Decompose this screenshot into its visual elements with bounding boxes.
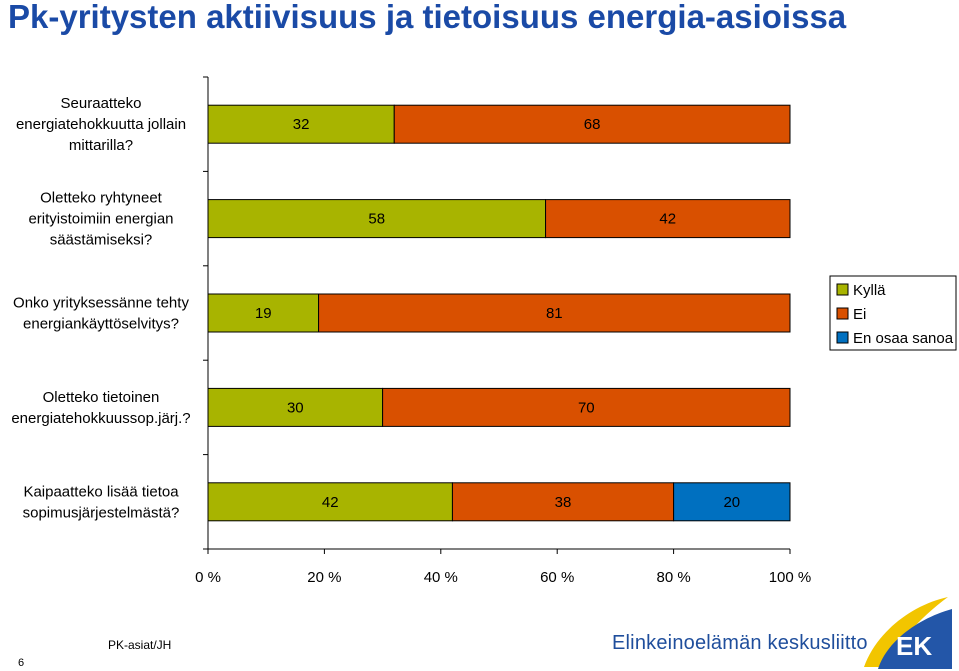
bar-segment (673, 482, 791, 522)
bar-segment (207, 387, 384, 427)
bar-segment (207, 104, 395, 144)
bar-segment (207, 199, 547, 239)
category-label-line: Oletteko tietoinen (43, 389, 160, 406)
legend-swatch (836, 307, 849, 320)
bar-value-label: 68 (584, 116, 601, 133)
bar-segment (207, 482, 453, 522)
slide-title: Pk-yritysten aktiivisuus ja tietoisuus e… (8, 0, 847, 35)
bar-segment (318, 293, 791, 333)
chart-legend: Kyllä Ei En osaa sanoa (829, 275, 957, 351)
bar-value-label: 30 (287, 399, 304, 416)
legend-swatch (836, 331, 849, 344)
bar-segment (545, 199, 791, 239)
legend-label: En osaa sanoa (853, 330, 954, 347)
x-tick-labels: 0 % 20 % 40 % 60 % 80 % 100 % (195, 569, 811, 586)
bar-value-label: 38 (555, 494, 572, 511)
category-label: Kaipaatteko lisää tietoa sopimusjärjestel… (23, 483, 180, 521)
bar-value-label: 42 (659, 211, 676, 228)
category-label-line: Onko yrityksessänne tehty (13, 295, 189, 312)
category-label: Onko yrityksessänne tehty energiankäyttös… (13, 295, 189, 333)
x-tick-label: 40 % (424, 569, 458, 586)
x-tick-label: 100 % (769, 569, 812, 586)
category-label: Oletteko ryhtyneet erityistoimiin energia… (28, 190, 173, 249)
bar-value-label: 81 (546, 305, 563, 322)
category-label-line: erityistoimiin energian (28, 211, 173, 228)
category-label-line: energiatehokkuussop.järj.? (11, 410, 190, 427)
bar-value-label: 42 (322, 494, 339, 511)
category-label: Seuraatteko energiatehokkuutta jollain mit… (16, 95, 186, 154)
bar-value-label: 70 (578, 399, 595, 416)
chart-bars: 32 68 58 42 19 81 30 70 42 38 20 (207, 104, 791, 522)
category-label-line: Kaipaatteko lisää tietoa (23, 483, 179, 500)
x-tick-label: 0 % (195, 569, 221, 586)
bar-value-label: 58 (368, 211, 385, 228)
bar-value-label: 32 (293, 116, 310, 133)
bar-value-label: 20 (723, 494, 740, 511)
x-tick-label: 60 % (540, 569, 574, 586)
footer-note: PK-asiat/JH (108, 638, 172, 652)
legend-label: Kyllä (853, 282, 886, 299)
category-label-line: energiankäyttöselvitys? (23, 316, 179, 333)
org-name: Elinkeinoelämän keskusliitto (612, 632, 868, 654)
stacked-bar-chart: 32 68 58 42 19 81 30 70 42 38 20 Seuraatteko energi… (11, 76, 957, 586)
category-label: Oletteko tietoinen energiatehokkuussop.jä… (11, 389, 190, 427)
category-label-line: sopimusjärjestelmästä? (23, 504, 180, 521)
logo-text: EK (896, 631, 932, 661)
bar-segment (451, 482, 675, 522)
legend-swatch (836, 283, 849, 296)
category-label-line: Oletteko ryhtyneet (40, 190, 163, 207)
ek-logo: EK (864, 597, 952, 669)
legend-frame (829, 275, 957, 351)
bar-value-label: 19 (255, 305, 272, 322)
bar-segment (382, 387, 791, 427)
logo-body (878, 609, 952, 669)
category-label-line: säästämiseksi? (50, 232, 153, 249)
category-label-line: mittarilla? (69, 137, 133, 154)
x-tick-label: 80 % (656, 569, 690, 586)
category-labels: Seuraatteko energiatehokkuutta jollain mit… (11, 95, 190, 521)
legend-label: Ei (853, 306, 866, 323)
bar-segment (393, 104, 791, 144)
x-tick-label: 20 % (307, 569, 341, 586)
category-label-line: energiatehokkuutta jollain (16, 116, 186, 133)
page-number: 6 (18, 657, 25, 669)
category-label-line: Seuraatteko (61, 95, 142, 112)
